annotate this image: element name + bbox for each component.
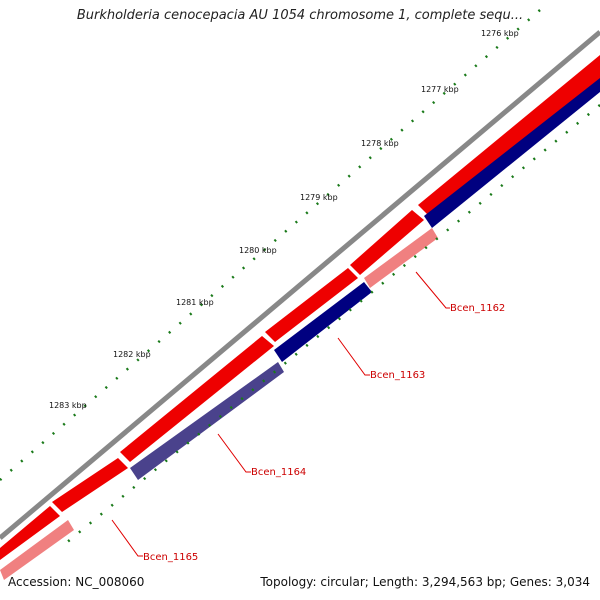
forward-cds-track xyxy=(0,55,600,560)
gene-label: Bcen_1164 xyxy=(251,467,306,478)
tick-label: 1276 kbp xyxy=(481,29,519,38)
gene-labels: Bcen_1162 Bcen_1163 Bcen_1164 Bcen_1165 xyxy=(111,271,505,563)
tick-label: 1277 kbp xyxy=(421,85,459,94)
tick-label: 1283 kbp xyxy=(49,401,87,410)
gene-bcen-1162 xyxy=(364,228,438,288)
inner-tick-track xyxy=(59,104,600,549)
cds-block xyxy=(52,458,128,512)
topology-info: Topology: circular; Length: 3,294,563 bp… xyxy=(260,575,590,589)
gene-label: Bcen_1162 xyxy=(450,303,505,314)
cds-block xyxy=(424,78,600,228)
backbone-line xyxy=(0,30,600,540)
tick-label: 1281 kbp xyxy=(176,298,214,307)
tick-label: 1279 kbp xyxy=(300,193,338,202)
cds-block xyxy=(265,268,358,342)
gene-bcen-1164 xyxy=(130,362,284,480)
gene-label: Bcen_1165 xyxy=(143,552,198,563)
leader-line xyxy=(217,433,251,473)
reverse-cds-track xyxy=(274,78,600,362)
gene-bcen-1165 xyxy=(0,520,74,580)
cds-block xyxy=(120,336,274,462)
cds-block xyxy=(418,55,600,215)
tick-label: 1278 kbp xyxy=(361,139,399,148)
leader-line xyxy=(111,519,143,557)
accession-label: Accession: NC_008060 xyxy=(8,575,145,589)
gene-track xyxy=(0,228,438,580)
tick-label: 1282 kbp xyxy=(113,350,151,359)
tick-labels: 1276 kbp 1277 kbp 1278 kbp 1279 kbp 1280… xyxy=(49,29,519,410)
cds-block xyxy=(0,506,60,560)
cds-block xyxy=(350,210,424,275)
leader-line xyxy=(415,271,450,309)
leader-line xyxy=(337,337,370,376)
cds-block xyxy=(274,282,372,362)
gene-label: Bcen_1163 xyxy=(370,370,425,381)
tick-label: 1280 kbp xyxy=(239,246,277,255)
map-title: Burkholderia cenocepacia AU 1054 chromos… xyxy=(76,8,524,23)
